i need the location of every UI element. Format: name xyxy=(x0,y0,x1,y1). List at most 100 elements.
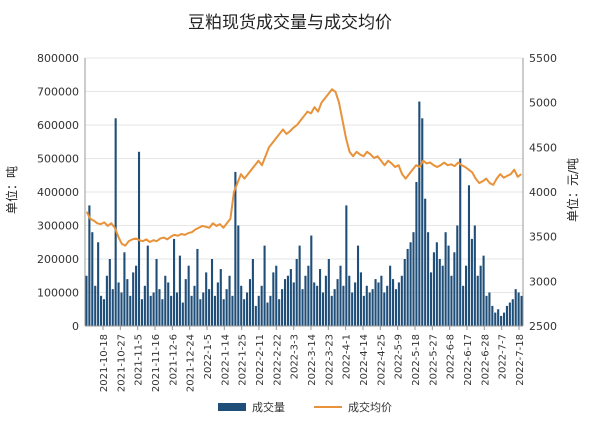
bar xyxy=(473,225,476,326)
bar xyxy=(91,232,94,326)
x-tick-label: 2022-1-5 xyxy=(203,334,214,379)
bar xyxy=(365,285,368,326)
bar xyxy=(152,292,155,326)
bar xyxy=(415,181,418,326)
bar xyxy=(450,275,453,326)
bar xyxy=(511,299,514,326)
x-tick-label: 2021-10-18 xyxy=(99,334,110,392)
bar xyxy=(155,259,158,326)
bar xyxy=(488,292,491,326)
grid-layer xyxy=(85,57,523,327)
bar xyxy=(491,305,494,326)
x-tick-label: 2022-1-25 xyxy=(238,334,249,386)
bar xyxy=(418,101,421,326)
bar xyxy=(465,265,468,326)
bar xyxy=(345,205,348,326)
bar xyxy=(272,272,275,326)
bar xyxy=(129,295,132,326)
y-left-tick-label: 700000 xyxy=(37,86,79,99)
bar xyxy=(339,265,342,326)
bar xyxy=(453,252,456,326)
bar xyxy=(216,282,219,326)
bar xyxy=(187,265,190,326)
bar xyxy=(383,292,386,326)
bar xyxy=(213,295,216,326)
bar xyxy=(202,292,205,326)
bar xyxy=(161,299,164,326)
bar xyxy=(289,269,292,326)
bar xyxy=(266,302,269,326)
x-tick-label: 2022-6-17 xyxy=(463,334,474,386)
bar xyxy=(462,285,465,326)
bar xyxy=(324,275,327,326)
bar xyxy=(400,275,403,326)
bar xyxy=(132,272,135,326)
bar xyxy=(438,259,441,326)
bar xyxy=(149,295,152,326)
bar xyxy=(342,285,345,326)
y-left-tick-label: 800000 xyxy=(37,52,79,65)
bar xyxy=(476,275,479,326)
bar xyxy=(354,282,357,326)
x-tick-label: 2022-5-9 xyxy=(394,334,405,379)
bar xyxy=(444,232,447,326)
bar xyxy=(260,285,263,326)
bar xyxy=(111,289,114,326)
bar xyxy=(424,198,427,326)
chart-title: 豆粕现货成交量与成交均价 xyxy=(188,13,392,33)
bar xyxy=(278,299,281,326)
bar xyxy=(222,299,225,326)
y-right-tick-label: 4500 xyxy=(529,141,557,154)
bar xyxy=(85,275,88,326)
bar xyxy=(427,232,430,326)
bar xyxy=(170,295,173,326)
bar xyxy=(97,242,100,326)
x-tick-label: 2022-3-14 xyxy=(307,334,318,386)
x-tick-label: 2022-4-1 xyxy=(342,334,353,379)
bar xyxy=(178,255,181,326)
bar xyxy=(243,299,246,326)
bar xyxy=(292,282,295,326)
bar xyxy=(158,289,161,326)
bar xyxy=(394,289,398,326)
x-tick-label: 2022-6-8 xyxy=(446,334,457,379)
bar xyxy=(380,275,383,326)
bar xyxy=(500,315,503,326)
bar xyxy=(505,305,508,326)
bar xyxy=(251,259,254,326)
x-tick-label: 2022-1-14 xyxy=(220,334,231,386)
bar xyxy=(140,299,143,326)
bar xyxy=(497,309,500,326)
bar xyxy=(307,265,310,326)
x-tick-label: 2022-7-18 xyxy=(515,334,526,386)
bar xyxy=(377,282,380,326)
bar xyxy=(403,259,406,326)
x-tick-label: 2022-3-3 xyxy=(290,334,301,379)
bar xyxy=(146,245,149,326)
x-tick-label: 2022-4-14 xyxy=(359,334,370,386)
bar xyxy=(225,289,228,326)
bar xyxy=(336,279,339,326)
bar xyxy=(137,151,141,326)
x-tick-label: 2022-7-7 xyxy=(498,334,509,379)
bar xyxy=(310,235,313,326)
bar xyxy=(412,232,415,326)
x-tick-label: 2022-5-27 xyxy=(428,334,439,386)
bar xyxy=(88,205,91,326)
bar xyxy=(406,248,409,326)
bar xyxy=(520,295,523,326)
bar xyxy=(269,295,272,326)
y-right-label: 单位：元/吨 xyxy=(565,158,580,222)
x-tick-label: 2022-3-23 xyxy=(324,334,335,386)
bars-layer xyxy=(85,101,523,326)
bar xyxy=(257,295,260,326)
bar xyxy=(494,312,497,326)
bar xyxy=(371,289,374,326)
x-tick-label: 2021-12-6 xyxy=(168,334,179,386)
bar xyxy=(234,171,237,326)
bar xyxy=(237,225,240,326)
bar xyxy=(508,302,511,326)
y-left-tick-label: 600000 xyxy=(37,119,79,132)
bar xyxy=(517,292,520,326)
bar xyxy=(120,292,123,326)
